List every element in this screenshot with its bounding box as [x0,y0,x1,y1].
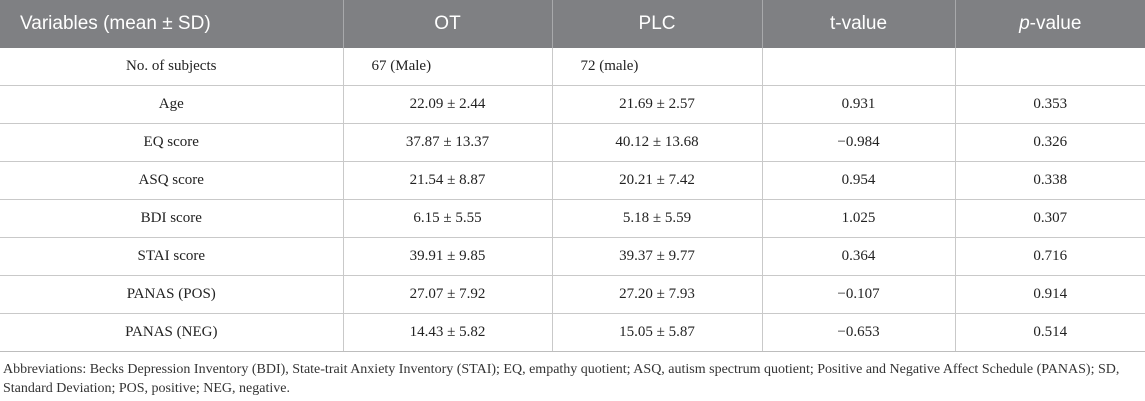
cell-plc: 27.20 ± 7.93 [552,275,763,314]
cell-t-value: 0.364 [762,237,956,276]
header-p-value: p-value [955,0,1145,48]
table-header: Variables (mean ± SD) OT PLC t-value p-v… [0,0,1145,48]
table-body: No. of subjects 67 (Male) 72 (male) Age … [0,48,1145,352]
cell-p-value: 0.914 [955,275,1145,314]
cell-plc: 72 (male) [552,48,763,86]
cell-variable: ASQ score [0,161,344,200]
header-p-rest: -value [1029,13,1082,34]
table-footnote: Abbreviations: Becks Depression Inventor… [3,362,1120,396]
header-row: Variables (mean ± SD) OT PLC t-value p-v… [0,0,1145,48]
cell-plc: 40.12 ± 13.68 [552,123,763,162]
cell-p-value: 0.716 [955,237,1145,276]
cell-t-value: −0.653 [762,313,956,352]
cell-plc: 21.69 ± 2.57 [552,85,763,124]
cell-plc: 15.05 ± 5.87 [552,313,763,352]
cell-t-value [762,48,956,86]
table-row: BDI score 6.15 ± 5.55 5.18 ± 5.59 1.025 … [0,199,1145,238]
cell-t-value: −0.107 [762,275,956,314]
table-row: STAI score 39.91 ± 9.85 39.37 ± 9.77 0.3… [0,237,1145,276]
demographics-table: Variables (mean ± SD) OT PLC t-value p-v… [0,0,1145,352]
cell-p-value [955,48,1145,86]
cell-p-value: 0.514 [955,313,1145,352]
cell-p-value: 0.353 [955,85,1145,124]
cell-ot: 39.91 ± 9.85 [343,237,553,276]
table-row: No. of subjects 67 (Male) 72 (male) [0,48,1145,86]
header-p-italic: p [1019,13,1030,34]
cell-variable: PANAS (POS) [0,275,344,314]
cell-variable: No. of subjects [0,48,344,86]
cell-t-value: 1.025 [762,199,956,238]
cell-variable: STAI score [0,237,344,276]
header-plc: PLC [552,0,763,48]
cell-variable: EQ score [0,123,344,162]
header-t-value: t-value [762,0,956,48]
table-row: Age 22.09 ± 2.44 21.69 ± 2.57 0.931 0.35… [0,85,1145,124]
cell-t-value: −0.984 [762,123,956,162]
cell-p-value: 0.338 [955,161,1145,200]
cell-ot: 6.15 ± 5.55 [343,199,553,238]
cell-ot: 21.54 ± 8.87 [343,161,553,200]
cell-ot: 67 (Male) [343,48,553,86]
cell-p-value: 0.326 [955,123,1145,162]
table-row: PANAS (POS) 27.07 ± 7.92 27.20 ± 7.93 −0… [0,275,1145,314]
cell-t-value: 0.931 [762,85,956,124]
header-ot: OT [343,0,553,48]
cell-ot: 22.09 ± 2.44 [343,85,553,124]
cell-ot: 27.07 ± 7.92 [343,275,553,314]
cell-variable: PANAS (NEG) [0,313,344,352]
table-row: ASQ score 21.54 ± 8.87 20.21 ± 7.42 0.95… [0,161,1145,200]
cell-plc: 39.37 ± 9.77 [552,237,763,276]
table-row: EQ score 37.87 ± 13.37 40.12 ± 13.68 −0.… [0,123,1145,162]
cell-t-value: 0.954 [762,161,956,200]
cell-variable: BDI score [0,199,344,238]
table-row: PANAS (NEG) 14.43 ± 5.82 15.05 ± 5.87 −0… [0,313,1145,352]
cell-plc: 5.18 ± 5.59 [552,199,763,238]
cell-variable: Age [0,85,344,124]
cell-plc: 20.21 ± 7.42 [552,161,763,200]
cell-ot: 37.87 ± 13.37 [343,123,553,162]
cell-ot: 14.43 ± 5.82 [343,313,553,352]
cell-p-value: 0.307 [955,199,1145,238]
header-variables: Variables (mean ± SD) [0,0,344,48]
